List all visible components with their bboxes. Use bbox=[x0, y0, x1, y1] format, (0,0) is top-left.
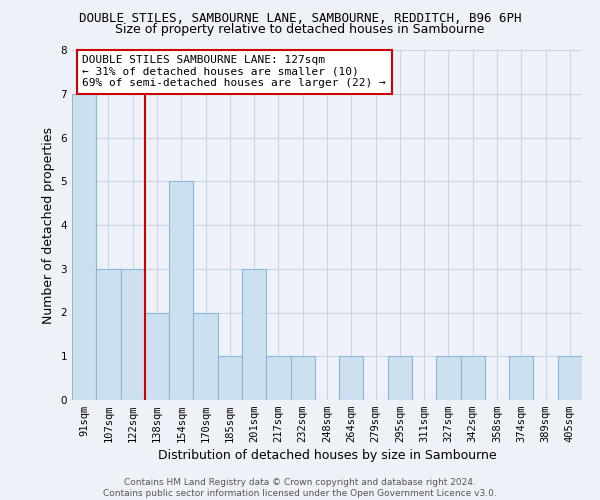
Bar bbox=[509, 356, 533, 400]
Bar bbox=[266, 356, 290, 400]
Bar bbox=[193, 312, 218, 400]
Bar bbox=[121, 268, 145, 400]
Bar bbox=[388, 356, 412, 400]
Bar bbox=[339, 356, 364, 400]
Bar bbox=[72, 94, 96, 400]
Text: DOUBLE STILES SAMBOURNE LANE: 127sqm
← 31% of detached houses are smaller (10)
6: DOUBLE STILES SAMBOURNE LANE: 127sqm ← 3… bbox=[82, 55, 386, 88]
Bar bbox=[242, 268, 266, 400]
X-axis label: Distribution of detached houses by size in Sambourne: Distribution of detached houses by size … bbox=[158, 450, 496, 462]
Bar bbox=[96, 268, 121, 400]
Text: DOUBLE STILES, SAMBOURNE LANE, SAMBOURNE, REDDITCH, B96 6PH: DOUBLE STILES, SAMBOURNE LANE, SAMBOURNE… bbox=[79, 12, 521, 26]
Bar bbox=[436, 356, 461, 400]
Y-axis label: Number of detached properties: Number of detached properties bbox=[42, 126, 55, 324]
Bar bbox=[290, 356, 315, 400]
Bar bbox=[558, 356, 582, 400]
Text: Size of property relative to detached houses in Sambourne: Size of property relative to detached ho… bbox=[115, 22, 485, 36]
Bar bbox=[218, 356, 242, 400]
Bar bbox=[461, 356, 485, 400]
Text: Contains HM Land Registry data © Crown copyright and database right 2024.
Contai: Contains HM Land Registry data © Crown c… bbox=[103, 478, 497, 498]
Bar bbox=[145, 312, 169, 400]
Bar bbox=[169, 181, 193, 400]
